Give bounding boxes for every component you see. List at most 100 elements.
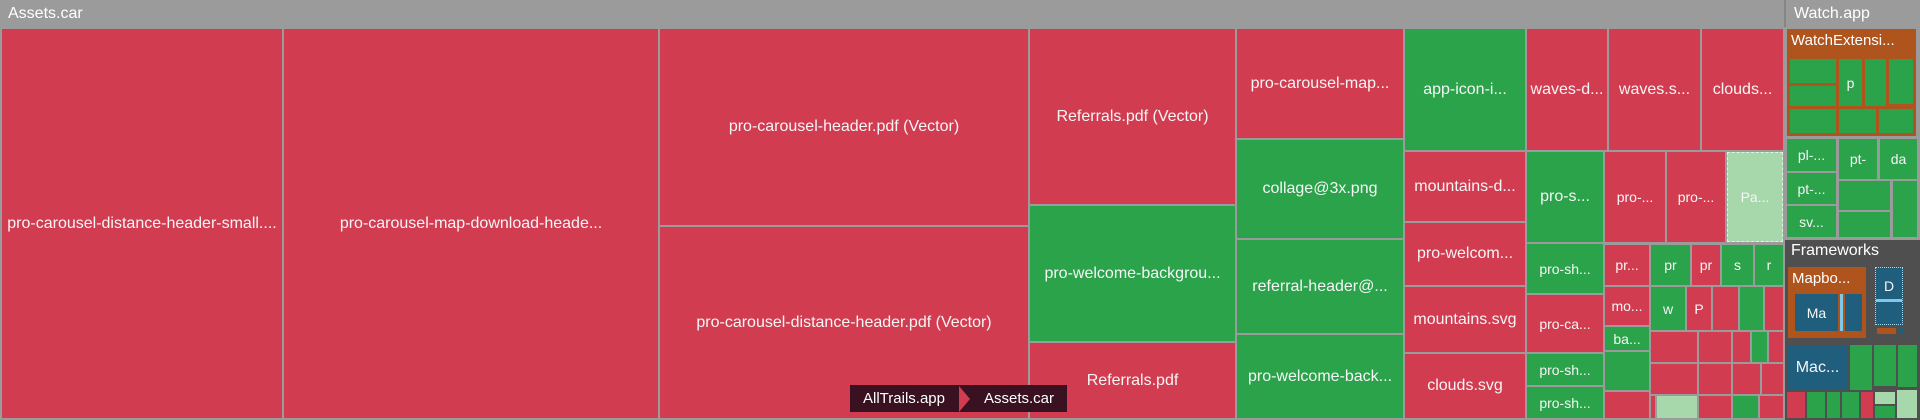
tile-pro-ca[interactable]: pro-ca... bbox=[1527, 295, 1603, 352]
tile-pro-sh-1[interactable]: pro-sh... bbox=[1527, 244, 1603, 293]
tile-pro-1[interactable]: pro-... bbox=[1605, 152, 1665, 242]
tile-pa[interactable]: Pa... bbox=[1727, 152, 1783, 242]
tile-unlabeled[interactable] bbox=[1875, 392, 1895, 404]
tile-unlabeled[interactable] bbox=[1765, 287, 1783, 330]
tile-unlabeled[interactable] bbox=[1879, 109, 1913, 133]
tile-unlabeled[interactable] bbox=[1845, 294, 1862, 331]
tile-unlabeled[interactable] bbox=[1839, 212, 1890, 237]
tile-pr-2[interactable]: pr bbox=[1651, 245, 1690, 285]
tile-unlabeled[interactable] bbox=[1760, 396, 1783, 418]
tile-pro-s[interactable]: pro-s... bbox=[1527, 152, 1603, 242]
tile-unlabeled[interactable] bbox=[1651, 396, 1655, 418]
tile-unlabeled[interactable] bbox=[1850, 345, 1872, 390]
tile-unlabeled[interactable] bbox=[1790, 86, 1836, 106]
tile-pl[interactable]: pl-... bbox=[1787, 139, 1836, 171]
tile-unlabeled[interactable] bbox=[1889, 59, 1913, 104]
tile-clouds[interactable]: clouds... bbox=[1702, 29, 1783, 150]
tile-unlabeled[interactable] bbox=[1651, 364, 1697, 394]
tile-r[interactable]: r bbox=[1755, 245, 1783, 285]
tile-unlabeled[interactable] bbox=[1605, 392, 1649, 418]
tile-unlabeled[interactable] bbox=[1898, 345, 1917, 387]
tile-unlabeled[interactable] bbox=[1699, 332, 1731, 362]
tile-unlabeled[interactable] bbox=[1842, 392, 1859, 418]
tile-label: pr... bbox=[1615, 257, 1639, 273]
tile-watch-extension-group[interactable]: WatchExtensi... p bbox=[1787, 29, 1916, 136]
tile-unlabeled[interactable] bbox=[1699, 396, 1731, 418]
tile-p-cap[interactable]: P bbox=[1687, 287, 1711, 330]
tile-unlabeled[interactable] bbox=[1657, 396, 1697, 418]
tile-unlabeled[interactable] bbox=[1733, 332, 1750, 362]
section-header-watch-app[interactable]: Watch.app bbox=[1786, 0, 1920, 27]
tile-pro-carousel-distance-header-small[interactable]: pro-carousel-distance-header-small.... bbox=[2, 29, 282, 418]
tile-unlabeled[interactable] bbox=[1893, 181, 1917, 237]
tile-waves-s[interactable]: waves.s... bbox=[1609, 29, 1700, 150]
tile-pr-1[interactable]: pr... bbox=[1605, 245, 1649, 285]
tile-unlabeled[interactable] bbox=[1752, 332, 1767, 362]
tile-referral-header[interactable]: referral-header@... bbox=[1237, 240, 1403, 333]
tile-da[interactable]: da bbox=[1880, 139, 1917, 179]
tile-unlabeled[interactable] bbox=[1740, 287, 1763, 330]
tile-unlabeled[interactable] bbox=[1827, 392, 1840, 418]
tile-pro-welcome-back[interactable]: pro-welcome-back... bbox=[1237, 335, 1403, 418]
section-header-assets-car[interactable]: Assets.car bbox=[0, 0, 1784, 27]
tile-unlabeled[interactable] bbox=[1807, 392, 1825, 418]
tile-mountains-d[interactable]: mountains-d... bbox=[1405, 152, 1525, 221]
tile-mapbox-group[interactable]: Mapbo... Ma bbox=[1788, 267, 1866, 338]
tile-clouds-svg[interactable]: clouds.svg bbox=[1405, 354, 1525, 418]
tile-s[interactable]: s bbox=[1722, 245, 1753, 285]
tile-unlabeled[interactable] bbox=[1900, 328, 1904, 334]
tile-pro-carousel-map[interactable]: pro-carousel-map... bbox=[1237, 29, 1403, 138]
breadcrumb-item-assets-car[interactable]: Assets.car bbox=[983, 390, 1055, 407]
breadcrumb-item-alltrails-app[interactable]: AllTrails.app bbox=[863, 390, 945, 407]
tile-w[interactable]: w bbox=[1651, 287, 1685, 330]
tile-p[interactable]: p bbox=[1839, 59, 1862, 106]
tile-ba[interactable]: ba... bbox=[1605, 327, 1649, 350]
tile-unlabeled[interactable] bbox=[1713, 287, 1738, 330]
tile-unlabeled[interactable] bbox=[1875, 406, 1895, 418]
tile-unlabeled[interactable] bbox=[1787, 392, 1805, 418]
tile-pt-1[interactable]: pt- bbox=[1839, 139, 1877, 179]
tile-unlabeled[interactable] bbox=[1861, 392, 1873, 418]
tile-label: app-icon-i... bbox=[1423, 80, 1507, 98]
tile-pro-welcome-background[interactable]: pro-welcome-backgrou... bbox=[1030, 206, 1235, 341]
tile-unlabeled[interactable] bbox=[1897, 390, 1917, 418]
tile-pro-2[interactable]: pro-... bbox=[1667, 152, 1725, 242]
tile-unlabeled[interactable] bbox=[1874, 345, 1896, 386]
tile-pro-sh-3[interactable]: pro-sh... bbox=[1527, 387, 1603, 418]
tile-unlabeled[interactable] bbox=[1840, 294, 1843, 331]
tile-mac[interactable]: Mac... bbox=[1787, 345, 1848, 390]
tile-unlabeled[interactable] bbox=[1733, 364, 1760, 394]
tile-label: clouds.svg bbox=[1427, 377, 1503, 394]
tile-unlabeled[interactable] bbox=[1651, 332, 1697, 362]
tile-label: da bbox=[1890, 151, 1907, 167]
tile-ma[interactable]: Ma bbox=[1795, 294, 1838, 331]
tile-app-icon[interactable]: app-icon-i... bbox=[1405, 29, 1525, 150]
tile-unlabeled[interactable] bbox=[1839, 109, 1876, 133]
tile-pro-sh-2[interactable]: pro-sh... bbox=[1527, 354, 1603, 385]
tile-d-group[interactable]: D bbox=[1875, 267, 1903, 325]
tile-referrals-pdf-vector[interactable]: Referrals.pdf (Vector) bbox=[1030, 29, 1235, 204]
tile-unlabeled[interactable] bbox=[1790, 109, 1836, 133]
tile-unlabeled[interactable] bbox=[1605, 352, 1649, 390]
tile-unlabeled[interactable] bbox=[1699, 364, 1731, 394]
frameworks-header[interactable]: Frameworks bbox=[1791, 242, 1880, 259]
tile-collage-3x-png[interactable]: collage@3x.png bbox=[1237, 140, 1403, 238]
tile-unlabeled[interactable] bbox=[1839, 181, 1890, 210]
tile-pr-3[interactable]: pr bbox=[1692, 245, 1720, 285]
tile-waves-d[interactable]: waves-d... bbox=[1527, 29, 1607, 150]
tile-pt-2[interactable]: pt-... bbox=[1787, 173, 1836, 204]
tile-sv[interactable]: sv... bbox=[1787, 206, 1836, 237]
tile-unlabeled[interactable] bbox=[1790, 59, 1836, 83]
tile-mo[interactable]: mo... bbox=[1605, 287, 1649, 325]
tile-unlabeled[interactable] bbox=[1865, 59, 1886, 106]
tile-unlabeled[interactable] bbox=[1877, 328, 1896, 334]
tile-unlabeled[interactable] bbox=[1733, 396, 1758, 418]
tile-unlabeled[interactable] bbox=[1762, 364, 1783, 394]
tile-label: Referrals.pdf (Vector) bbox=[1056, 107, 1209, 125]
tile-pro-welcom[interactable]: pro-welcom... bbox=[1405, 223, 1525, 285]
tile-pro-carousel-map-download-header[interactable]: pro-carousel-map-download-heade... bbox=[284, 29, 658, 418]
tile-label: mountains.svg bbox=[1413, 310, 1517, 328]
tile-unlabeled[interactable] bbox=[1769, 332, 1783, 362]
tile-pro-carousel-header-pdf[interactable]: pro-carousel-header.pdf (Vector) bbox=[660, 29, 1028, 225]
tile-mountains-svg[interactable]: mountains.svg bbox=[1405, 287, 1525, 352]
